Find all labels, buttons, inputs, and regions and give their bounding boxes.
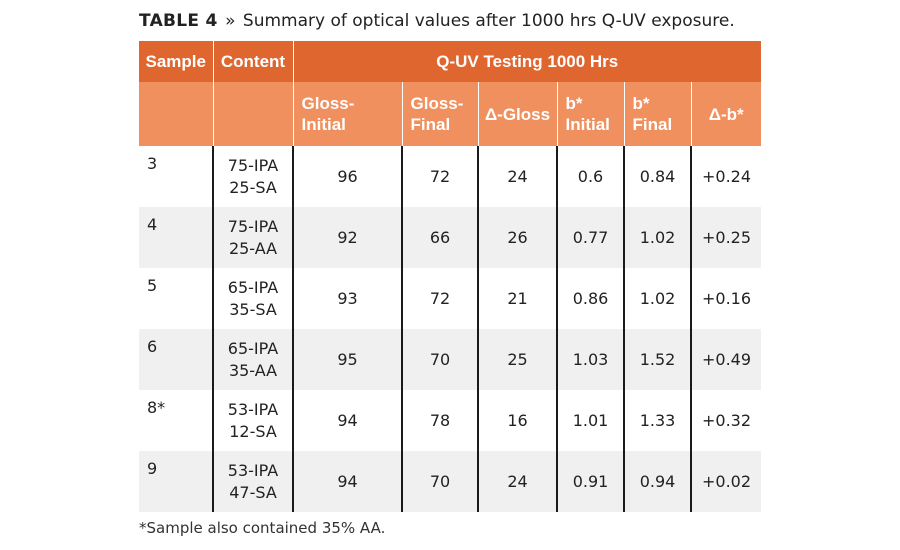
column-group-header: Q-UV Testing 1000 Hrs: [292, 41, 761, 82]
cell-delta-gloss: 21: [477, 268, 557, 329]
table-caption-label: TABLE 4: [139, 11, 218, 31]
cell-delta-gloss: 16: [477, 390, 557, 451]
column-header-content: Content: [212, 41, 293, 82]
cell-gloss-initial: 96: [292, 146, 402, 207]
table-row: 4 75-IPA 25-AA 92 66 26 0.77 1.02 +0.25: [139, 207, 761, 268]
cell-sample: 6: [139, 329, 213, 390]
content-line: 65-IPA: [227, 338, 279, 358]
column-subheader-blank: [212, 82, 293, 146]
cell-delta-b: +0.16: [690, 268, 761, 329]
column-header-gloss-final: Gloss- Final: [401, 82, 478, 146]
cell-gloss-initial: 94: [292, 390, 402, 451]
cell-sample: 5: [147, 276, 158, 295]
cell-b-final: 1.02: [623, 268, 691, 329]
content-line: 65-IPA: [227, 277, 279, 297]
cell-gloss-initial: 92: [292, 207, 402, 268]
cell-content: 65-IPA 35-AA: [212, 329, 293, 390]
column-header-delta-gloss: Δ-Gloss: [477, 82, 557, 146]
header-row-sub: Gloss- Initial Gloss- Final Δ-Gloss b* I…: [139, 82, 761, 146]
cell-delta-b: +0.24: [690, 146, 761, 207]
column-header-gloss-initial: Gloss- Initial: [292, 82, 402, 146]
cell-delta-b: +0.25: [690, 207, 761, 268]
column-header-b-initial: b* Initial: [556, 82, 624, 146]
table-row: 6 65-IPA 35-AA 95 70 25 1.03 1.52 +0.49: [139, 329, 761, 390]
column-header-sample: Sample: [139, 41, 213, 82]
header-line: Final: [410, 115, 451, 134]
content-line: 35-SA: [229, 299, 277, 319]
cell-delta-gloss: 24: [477, 146, 557, 207]
cell-b-final: 1.02: [623, 207, 691, 268]
header-row-top: Sample Content Q-UV Testing 1000 Hrs: [139, 41, 761, 82]
header-line: Initial: [565, 115, 610, 134]
table-row: 5 65-IPA 35-SA 93 72 21 0.86 1.02 +0.16: [139, 268, 761, 329]
content-line: 25-SA: [229, 177, 277, 197]
header-line: Δ-b*: [708, 104, 744, 124]
column-subheader-blank: [139, 82, 213, 146]
content-line: 12-SA: [229, 421, 277, 441]
table-row: 3 75-IPA 25-SA 96 72 24 0.6 0.84 +0.24: [139, 146, 761, 207]
cell-b-initial: 0.77: [556, 207, 624, 268]
cell-sample: 3: [147, 154, 158, 173]
table-row: 8* 53-IPA 12-SA 94 78 16 1.01 1.33 +0.32: [139, 390, 761, 451]
content-line: 75-IPA: [227, 216, 279, 236]
cell-delta-gloss: 26: [477, 207, 557, 268]
header-line: Initial: [301, 115, 346, 134]
content-line: 47-SA: [229, 482, 277, 502]
header-line: Final: [632, 115, 673, 134]
cell-sample: 9: [139, 451, 213, 512]
header-line: b*: [565, 94, 583, 113]
optical-values-table: Sample Content Q-UV Testing 1000 Hrs Glo…: [139, 41, 761, 512]
column-header-delta-b: Δ-b*: [690, 82, 761, 146]
cell-gloss-final: 78: [401, 390, 478, 451]
table-caption-text: Summary of optical values after 1000 hrs…: [242, 11, 735, 31]
header-line: b*: [632, 94, 650, 113]
content-line: 53-IPA: [227, 460, 279, 480]
cell-b-initial: 0.6: [556, 146, 624, 207]
cell-b-final: 0.94: [623, 451, 691, 512]
table-footnote: *Sample also contained 35% AA.: [139, 519, 386, 537]
cell-content: 75-IPA 25-AA: [212, 207, 293, 268]
header-line: Gloss-: [301, 94, 355, 113]
header-line: Δ-Gloss: [484, 104, 551, 124]
cell-gloss-initial: 93: [292, 268, 402, 329]
cell-gloss-final: 70: [401, 451, 478, 512]
table-caption: TABLE 4 » Summary of optical values afte…: [139, 8, 735, 34]
cell-b-final: 0.84: [623, 146, 691, 207]
cell-b-final: 1.33: [623, 390, 691, 451]
cell-b-initial: 0.86: [556, 268, 624, 329]
header-line: Gloss-: [410, 94, 464, 113]
cell-gloss-final: 70: [401, 329, 478, 390]
cell-gloss-initial: 94: [292, 451, 402, 512]
cell-content: 75-IPA 25-SA: [212, 146, 293, 207]
cell-content: 53-IPA 47-SA: [212, 451, 293, 512]
cell-sample: 4: [139, 207, 213, 268]
content-line: 75-IPA: [227, 155, 279, 175]
cell-delta-gloss: 25: [477, 329, 557, 390]
column-header-b-final: b* Final: [623, 82, 691, 146]
cell-delta-b: +0.49: [690, 329, 761, 390]
caption-separator-icon: »: [225, 11, 236, 31]
content-line: 53-IPA: [227, 399, 279, 419]
cell-sample: 8*: [147, 398, 166, 417]
cell-b-final: 1.52: [623, 329, 691, 390]
cell-delta-gloss: 24: [477, 451, 557, 512]
cell-gloss-initial: 95: [292, 329, 402, 390]
cell-b-initial: 0.91: [556, 451, 624, 512]
content-line: 25-AA: [228, 238, 278, 258]
cell-gloss-final: 72: [401, 146, 478, 207]
cell-b-initial: 1.03: [556, 329, 624, 390]
cell-delta-b: +0.32: [690, 390, 761, 451]
cell-b-initial: 1.01: [556, 390, 624, 451]
cell-gloss-final: 66: [401, 207, 478, 268]
cell-content: 53-IPA 12-SA: [212, 390, 293, 451]
content-line: 35-AA: [228, 360, 278, 380]
table-row: 9 53-IPA 47-SA 94 70 24 0.91 0.94 +0.02: [139, 451, 761, 512]
cell-delta-b: +0.02: [690, 451, 761, 512]
cell-gloss-final: 72: [401, 268, 478, 329]
cell-content: 65-IPA 35-SA: [212, 268, 293, 329]
